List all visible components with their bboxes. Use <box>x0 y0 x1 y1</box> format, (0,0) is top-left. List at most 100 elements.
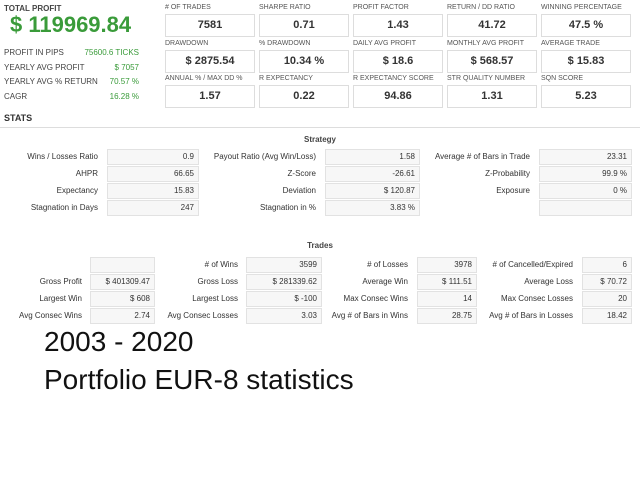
stat-label: Max Consec Wins <box>343 294 408 303</box>
metric-label: % DRAWDOWN <box>259 40 311 47</box>
value-box: 3.83 % <box>325 200 420 216</box>
metric-value: 47.5 % <box>541 14 631 37</box>
value-box: 0.9 <box>107 149 199 165</box>
stat-value: -26.61 <box>392 169 415 178</box>
value-box: $ 281339.62 <box>246 274 322 290</box>
stat-label: Payout Ratio (Avg Win/Loss) <box>213 152 316 161</box>
caption-line: Portfolio EUR-8 statistics <box>44 364 354 395</box>
value-box: 23.31 <box>539 149 632 165</box>
stat-value: 0.9 <box>182 152 194 161</box>
metric-label: SHARPE RATIO <box>259 4 311 11</box>
stat-value: $ 120.87 <box>383 186 415 195</box>
metric-value: 1.31 <box>447 85 537 108</box>
stat-label: Deviation <box>282 186 316 195</box>
metric-label: SQN SCORE <box>541 75 584 82</box>
stat-value: 99.9 % <box>602 169 627 178</box>
summary-row-value: 75600.6 TICKS <box>84 48 139 57</box>
value-box: $ 401309.47 <box>90 274 155 290</box>
value-box: $ 70.72 <box>582 274 632 290</box>
stat-label: # of Wins <box>204 260 238 269</box>
metric-value: $ 568.57 <box>447 50 537 73</box>
metric-label: STR QUALITY NUMBER <box>447 75 526 82</box>
stat-value: $ -100 <box>294 294 317 303</box>
metric-label: AVERAGE TRADE <box>541 40 600 47</box>
metric-label: R EXPECTANCY <box>259 75 313 82</box>
value-box: 3.03 <box>246 308 322 324</box>
summary-row-label: YEARLY AVG PROFIT <box>4 63 85 72</box>
stat-label: Max Consec Losses <box>500 294 573 303</box>
value-box: 247 <box>107 200 199 216</box>
section-title: Trades <box>307 241 333 250</box>
value-box <box>90 257 155 273</box>
stat-value: $ 401309.47 <box>105 277 151 286</box>
divider <box>0 127 640 128</box>
stat-label: Z-Score <box>287 169 316 178</box>
stat-label: Z-Probability <box>485 169 530 178</box>
stat-value: 15.83 <box>173 186 194 195</box>
summary-label: TOTAL PROFIT <box>4 4 62 13</box>
metric-value: 0.71 <box>259 14 349 37</box>
metric-value: $ 18.6 <box>353 50 443 73</box>
metric-label: WINNING PERCENTAGE <box>541 4 622 11</box>
stat-value: 6 <box>622 260 627 269</box>
summary-row-value: 70.57 % <box>109 77 139 86</box>
stat-value: 66.65 <box>173 169 194 178</box>
metric-value: 1.43 <box>353 14 443 37</box>
stat-value: 14 <box>463 294 472 303</box>
stat-value: 247 <box>180 203 194 212</box>
value-box: $ 120.87 <box>325 183 420 199</box>
stat-label: Gross Loss <box>197 277 238 286</box>
metric-value: 1.57 <box>165 85 255 108</box>
stat-value: 3.83 % <box>390 203 415 212</box>
stat-value: $ 111.51 <box>442 277 472 286</box>
value-box: 99.9 % <box>539 166 632 182</box>
stat-value: 3.03 <box>301 311 317 320</box>
stat-label: Stagnation in % <box>259 203 316 212</box>
metric-label: ANNUAL % / MAX DD % <box>165 75 243 82</box>
stat-label: Gross Profit <box>39 277 82 286</box>
metric-label: R EXPECTANCY SCORE <box>353 75 434 82</box>
metric-value: $ 2875.54 <box>165 50 255 73</box>
summary-row-label: CAGR <box>4 92 28 101</box>
stat-value: 3978 <box>454 260 472 269</box>
value-box: -26.61 <box>325 166 420 182</box>
stat-label: Average Loss <box>524 277 573 286</box>
stat-label: Stagnation in Days <box>30 203 98 212</box>
stat-value: 1.58 <box>399 152 415 161</box>
metric-label: DAILY AVG PROFIT <box>353 40 417 47</box>
value-box: 28.75 <box>417 308 477 324</box>
stat-value: 18.42 <box>606 311 627 320</box>
stat-value: 28.75 <box>451 311 472 320</box>
summary-row-value: 16.28 % <box>109 92 139 101</box>
metric-value: 5.23 <box>541 85 631 108</box>
value-box: $ -100 <box>246 291 322 307</box>
value-box: 20 <box>582 291 632 307</box>
stat-value: $ 608 <box>129 294 150 303</box>
total-profit: $ 119969.84 <box>10 12 132 37</box>
stat-label: Wins / Losses Ratio <box>27 152 98 161</box>
metric-value: 41.72 <box>447 14 537 37</box>
section-title: Strategy <box>303 135 336 144</box>
metric-label: RETURN / DD RATIO <box>447 4 515 11</box>
stat-label: Largest Loss <box>192 294 238 303</box>
value-box: 6 <box>582 257 632 273</box>
stat-value: 3599 <box>299 260 317 269</box>
stat-value: 20 <box>618 294 627 303</box>
metric-label: DRAWDOWN <box>165 40 209 47</box>
stat-label: Average # of Bars in Trade <box>434 152 530 161</box>
value-box <box>539 200 632 216</box>
stat-label: AHPR <box>75 169 98 178</box>
metric-label: MONTHLY AVG PROFIT <box>447 40 525 47</box>
value-box: 3978 <box>417 257 477 273</box>
summary-row-label: PROFIT IN PIPS <box>4 48 64 57</box>
value-box: $ 111.51 <box>417 274 477 290</box>
stat-label: Average Win <box>362 277 408 286</box>
stat-label: Exposure <box>496 186 530 195</box>
stat-label: # of Cancelled/Expired <box>492 260 574 269</box>
value-box: 15.83 <box>107 183 199 199</box>
summary-row-label: YEARLY AVG % RETURN <box>4 77 98 86</box>
stat-label: # of Losses <box>367 260 408 269</box>
value-box: 2.74 <box>90 308 155 324</box>
stat-label: Avg Consec Wins <box>19 311 82 320</box>
